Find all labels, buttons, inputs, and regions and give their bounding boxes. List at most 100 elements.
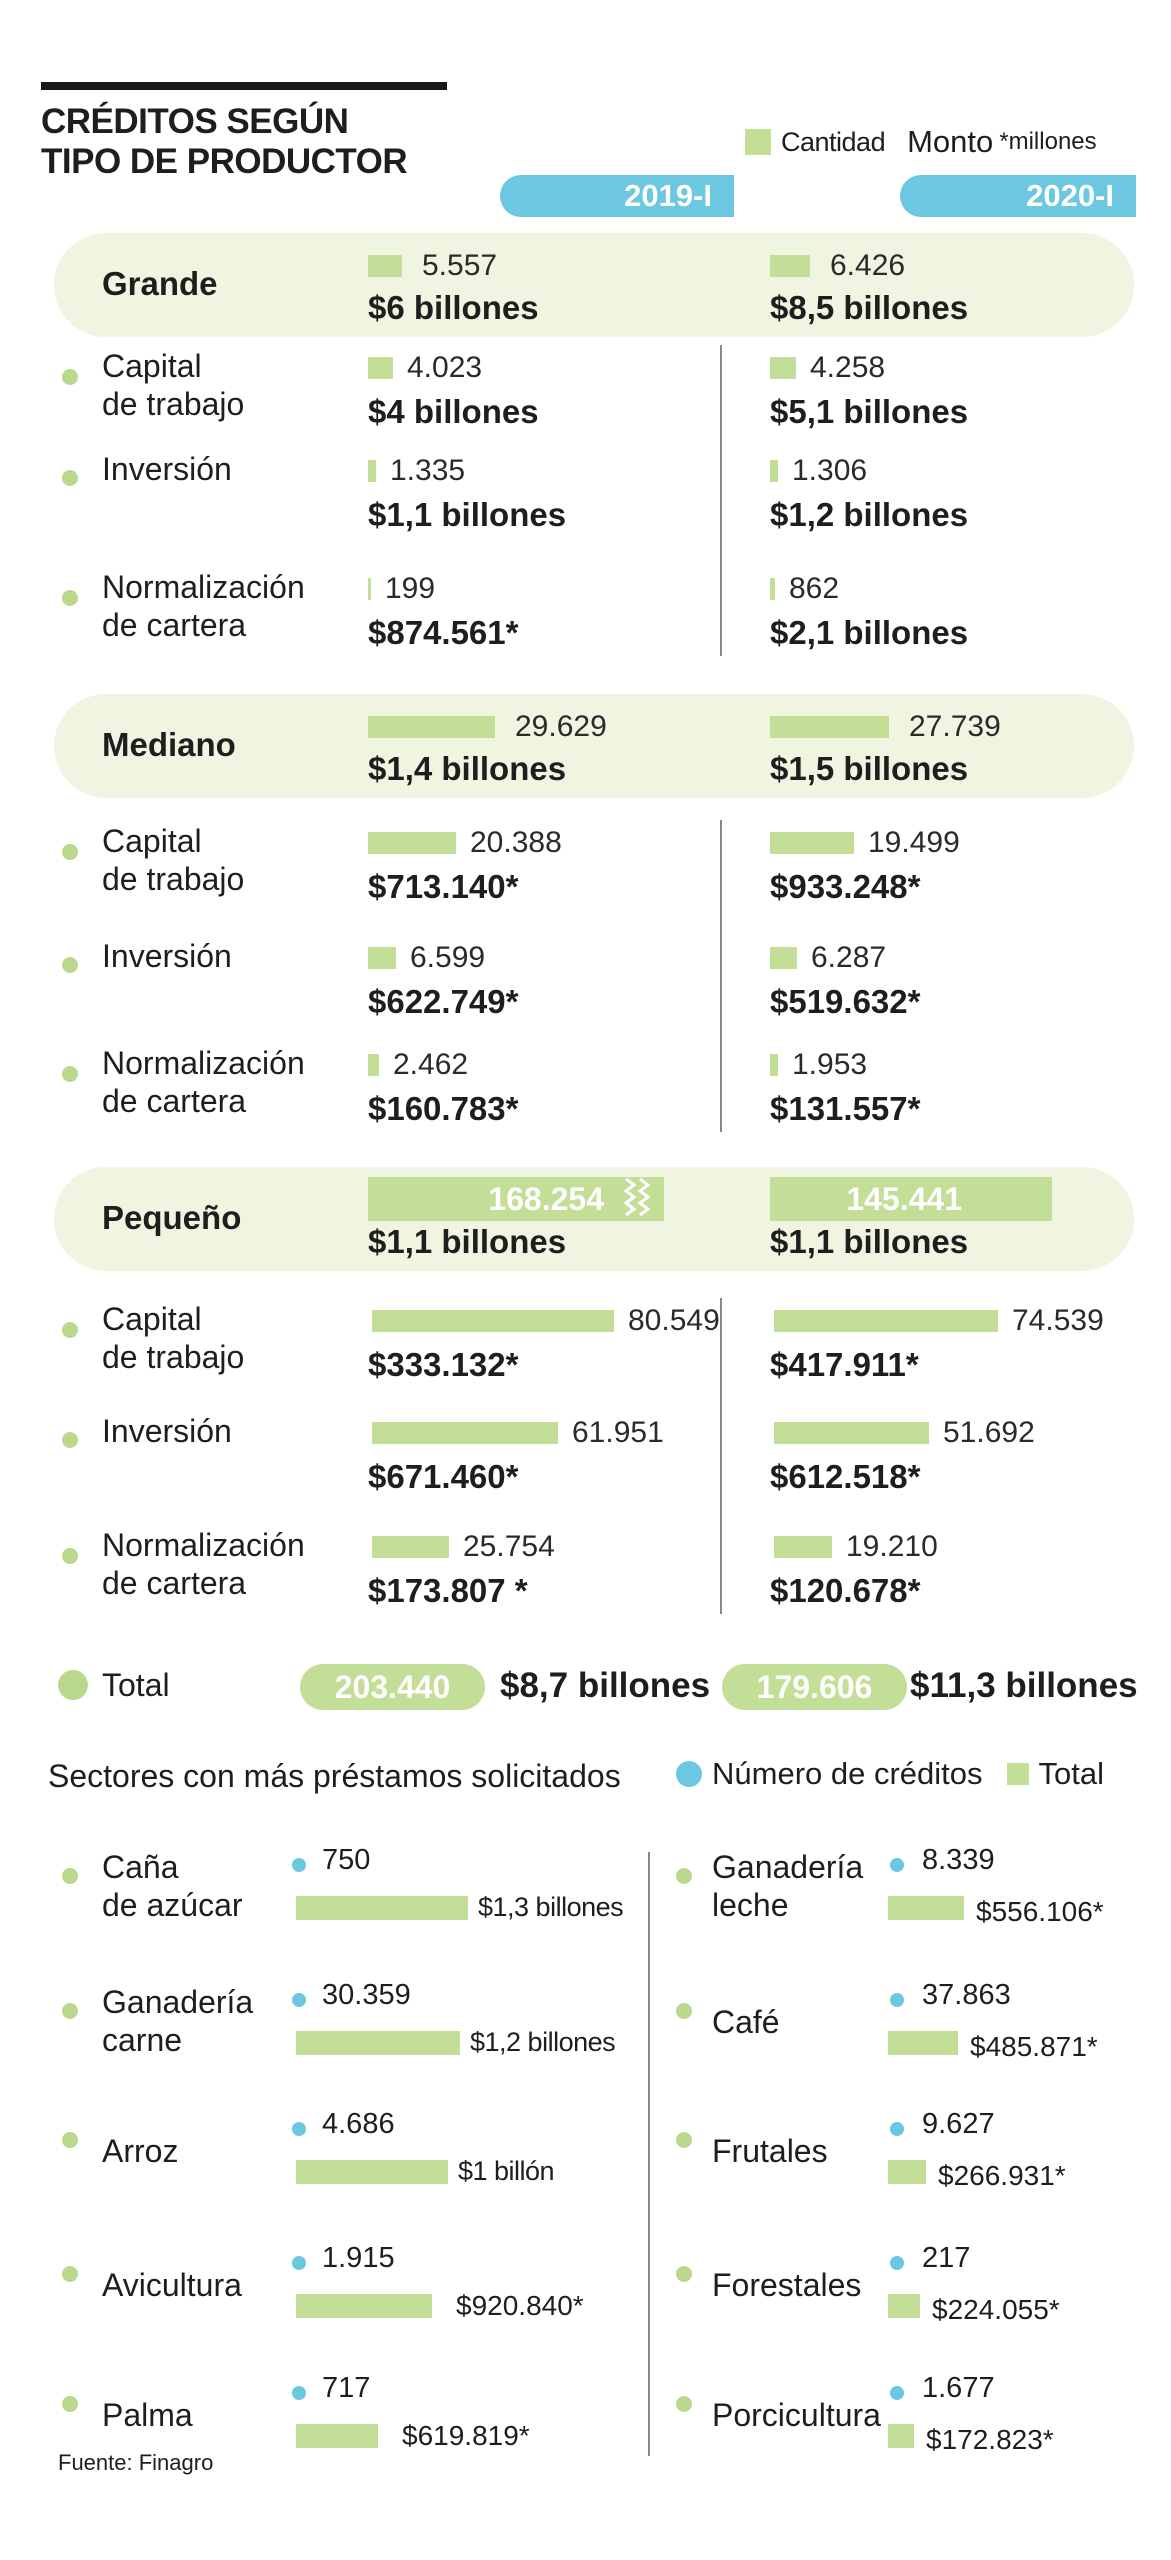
sector-count-right-0: 8.339 [922, 1844, 995, 1876]
sector-count-right-1: 37.863 [922, 1979, 1011, 2011]
bar-pequeño-2-0 [372, 1536, 449, 1558]
sector-label-ganadería: Ganadería carne [102, 1984, 254, 2058]
sector-total-left-3: $920.840* [456, 2290, 584, 2321]
qty-grande-total-0: 5.557 [422, 249, 498, 282]
sector-count-right-4: 1.677 [922, 2372, 995, 2404]
sector-label-avicultura: Avicultura [102, 2267, 242, 2303]
bar-pequeño-0-0 [372, 1310, 614, 1332]
sector-count-left-1: 30.359 [322, 1979, 411, 2011]
bar-grande-2-0 [368, 578, 371, 600]
column-divider-grande [720, 345, 722, 656]
sector-total-right-2: $266.931* [938, 2160, 1066, 2191]
qty-grande-1-1: 1.306 [792, 454, 868, 487]
monto-pequeño-0-0: $333.132* [368, 1346, 519, 1383]
qty-pequeño-0-1: 74.539 [1012, 1304, 1104, 1337]
sector-bullet-right-0 [676, 1868, 692, 1884]
chart-title-line-1: CRÉDITOS SEGÚN [41, 102, 349, 141]
qty-pequeño-1-0: 61.951 [572, 1416, 664, 1449]
sector-bullet-right-2 [676, 2132, 692, 2148]
qty-pequeño-total-1: 145.441 [846, 1181, 962, 1217]
bullet-mediano-1 [62, 957, 78, 973]
sector-total-right-4: $172.823* [926, 2424, 1054, 2455]
sector-bullet-right-4 [676, 2396, 692, 2412]
sector-label-frutales: Frutales [712, 2133, 828, 2169]
monto-grande-1-0: $1,1 billones [368, 496, 567, 533]
legend-total-label: Total [1038, 1756, 1104, 1791]
bar-grande-total-1 [770, 255, 810, 277]
sector-total-right-0: $556.106* [976, 1896, 1104, 1927]
monto-mediano-total-1: $1,5 billones [770, 750, 969, 787]
total-pill-2019: 203.440 [300, 1664, 485, 1710]
chart-title-line-2: TIPO DE PRODUCTOR [41, 142, 408, 181]
monto-mediano-1-1: $519.632* [770, 983, 921, 1020]
bullet-grande-1 [62, 470, 78, 486]
item-label-pequeño-0: Capital de trabajo [102, 1301, 245, 1375]
bar-grande-2-1 [770, 578, 775, 600]
sector-bullet-left-3 [62, 2266, 78, 2282]
sector-bullet-left-0 [62, 1868, 78, 1884]
sector-label-porcicultura: Porcicultura [712, 2397, 881, 2433]
bullet-total [58, 1670, 88, 1700]
bar-mediano-total-1 [770, 716, 889, 738]
bullet-grande-0 [62, 369, 78, 385]
sector-label-arroz: Arroz [102, 2133, 179, 2169]
legend-count-label: Número de créditos [712, 1756, 983, 1791]
qty-mediano-0-1: 19.499 [868, 826, 960, 859]
sector-total-left-4: $619.819* [402, 2420, 530, 2451]
legend-cantidad-label: Cantidad [781, 126, 886, 157]
sector-label-café: Café [712, 2004, 780, 2040]
total-monto-2020: $11,3 billones [910, 1666, 1138, 1705]
bar-pequeño-2-1 [774, 1536, 832, 1558]
group-label-pequeño: Pequeño [102, 1199, 242, 1236]
monto-pequeño-1-1: $612.518* [770, 1458, 921, 1495]
period-badge-2020: 2020-I [900, 175, 1136, 217]
sector-label-palma: Palma [102, 2397, 193, 2433]
bar-mediano-2-1 [770, 1054, 778, 1076]
sector-label-caña: Caña de azúcar [102, 1849, 243, 1923]
qty-grande-total-1: 6.426 [830, 249, 906, 282]
title-rule [41, 82, 447, 90]
monto-grande-1-1: $1,2 billones [770, 496, 969, 533]
sector-total-right-1: $485.871* [970, 2031, 1098, 2062]
bar-mediano-1-1 [770, 947, 797, 969]
bullet-mediano-2 [62, 1066, 78, 1082]
bar-grande-1-0 [368, 460, 376, 482]
total-label: Total [102, 1667, 170, 1703]
monto-pequeño-total-0: $1,1 billones [368, 1223, 567, 1260]
sector-bullet-left-2 [62, 2132, 78, 2148]
legend: Cantidad Monto *millones [745, 124, 1097, 160]
qty-mediano-0-0: 20.388 [470, 826, 562, 859]
item-label-mediano-0: Capital de trabajo [102, 823, 245, 897]
monto-pequeño-2-1: $120.678* [770, 1572, 921, 1609]
monto-mediano-2-1: $131.557* [770, 1090, 921, 1127]
monto-pequeño-total-1: $1,1 billones [770, 1223, 969, 1260]
sector-bar-right-3 [888, 2294, 920, 2318]
sector-count-dot-right-1 [890, 1993, 904, 2007]
bar-mediano-total-0 [368, 716, 495, 738]
qty-pequeño-total-0: 168.254 [488, 1181, 604, 1217]
bullet-pequeño-0 [62, 1322, 78, 1338]
sector-count-dot-right-3 [890, 2256, 904, 2270]
sectors-legend: Número de créditos Total [676, 1756, 1104, 1792]
source-note: Fuente: Finagro [58, 2450, 214, 2475]
bullet-mediano-0 [62, 844, 78, 860]
sector-count-dot-left-4 [292, 2386, 306, 2400]
period-badge-2019: 2019-I [500, 175, 734, 217]
sector-count-left-0: 750 [322, 1844, 371, 1876]
column-divider-pequeño [720, 1298, 722, 1614]
band-grande [54, 233, 1134, 337]
bar-mediano-1-0 [368, 947, 396, 969]
bar-grande-0-1 [770, 357, 796, 379]
sector-total-left-0: $1,3 billones [478, 1892, 624, 1922]
sector-count-left-2: 4.686 [322, 2108, 395, 2140]
monto-mediano-2-0: $160.783* [368, 1090, 519, 1127]
monto-grande-total-1: $8,5 billones [770, 289, 969, 326]
item-label-pequeño-1: Inversión [102, 1413, 232, 1449]
sector-label-forestales: Forestales [712, 2267, 862, 2303]
bar-pequeño-total-0: 168.254 [368, 1177, 664, 1221]
monto-pequeño-1-0: $671.460* [368, 1458, 519, 1495]
sector-bar-left-3 [296, 2294, 432, 2318]
sector-bar-right-4 [888, 2424, 914, 2448]
group-label-mediano: Mediano [102, 726, 236, 763]
monto-pequeño-0-1: $417.911* [770, 1346, 919, 1383]
